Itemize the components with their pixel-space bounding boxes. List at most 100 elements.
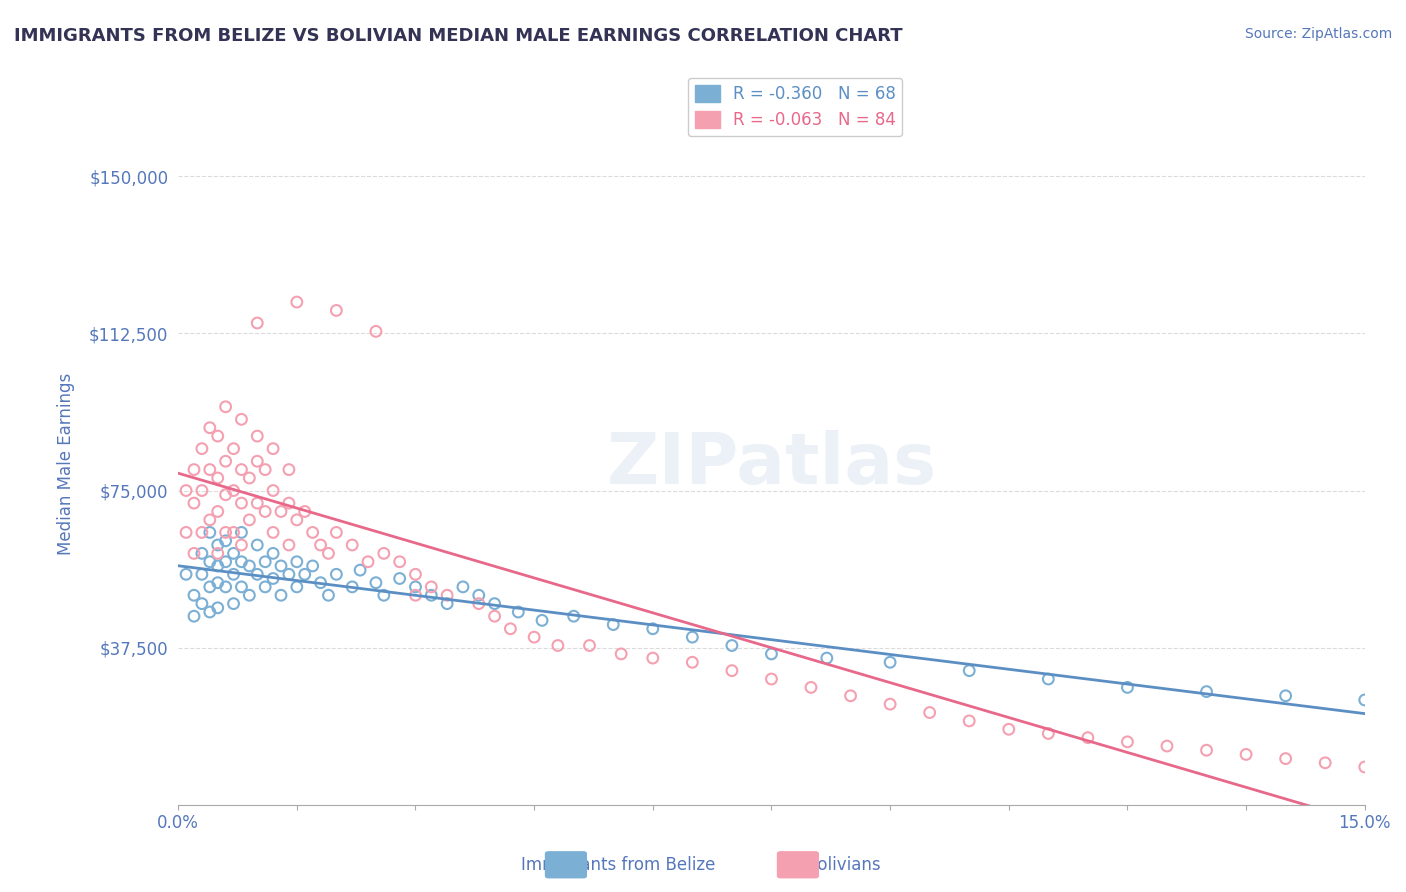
Point — [207, 471, 229, 485]
Point — [191, 442, 214, 456]
Point — [405, 567, 427, 582]
Point — [499, 622, 522, 636]
Legend: R = -0.360   N = 68, R = -0.063   N = 84: R = -0.360 N = 68, R = -0.063 N = 84 — [688, 78, 903, 136]
Point — [191, 597, 214, 611]
Point — [222, 597, 245, 611]
Point — [761, 672, 783, 686]
Point — [207, 558, 229, 573]
Point — [800, 681, 823, 695]
Point — [318, 588, 340, 602]
Point — [262, 525, 284, 540]
Point — [262, 483, 284, 498]
Point — [318, 546, 340, 560]
Point — [364, 325, 387, 339]
Point — [285, 555, 308, 569]
Point — [373, 546, 395, 560]
Text: Bolivians: Bolivians — [806, 856, 882, 874]
Point — [277, 496, 299, 510]
Point — [309, 575, 332, 590]
Point — [523, 630, 546, 644]
Point — [839, 689, 862, 703]
Point — [468, 597, 491, 611]
Point — [222, 483, 245, 498]
Point — [388, 572, 411, 586]
Point — [1354, 760, 1376, 774]
Point — [198, 605, 221, 619]
Point — [761, 647, 783, 661]
Point — [277, 567, 299, 582]
Point — [815, 651, 838, 665]
Point — [254, 504, 277, 518]
Point — [285, 580, 308, 594]
Point — [174, 525, 197, 540]
Point — [214, 555, 236, 569]
Point — [183, 588, 205, 602]
Point — [262, 442, 284, 456]
Point — [174, 567, 197, 582]
Point — [388, 555, 411, 569]
Point — [1274, 751, 1296, 765]
Point — [325, 567, 347, 582]
Point — [207, 575, 229, 590]
Point — [641, 651, 664, 665]
Point — [246, 454, 269, 468]
Point — [681, 630, 703, 644]
Point — [1315, 756, 1337, 770]
Point — [285, 295, 308, 310]
Point — [262, 572, 284, 586]
Point — [547, 639, 569, 653]
Point — [231, 525, 253, 540]
Point — [340, 580, 363, 594]
Point — [198, 421, 221, 435]
Point — [508, 605, 530, 619]
Point — [246, 316, 269, 330]
Point — [231, 555, 253, 569]
Point — [207, 538, 229, 552]
Point — [294, 567, 316, 582]
Point — [340, 538, 363, 552]
Point — [254, 580, 277, 594]
Point — [254, 555, 277, 569]
Point — [270, 558, 292, 573]
Point — [1354, 693, 1376, 707]
Point — [578, 639, 600, 653]
Point — [198, 462, 221, 476]
Text: Immigrants from Belize: Immigrants from Belize — [522, 856, 716, 874]
Point — [183, 462, 205, 476]
Point — [222, 567, 245, 582]
Point — [349, 563, 371, 577]
Point — [270, 588, 292, 602]
Point — [214, 488, 236, 502]
Point — [238, 513, 260, 527]
Point — [191, 546, 214, 560]
Point — [246, 538, 269, 552]
Point — [198, 580, 221, 594]
Point — [214, 533, 236, 548]
Point — [231, 496, 253, 510]
Point — [957, 664, 980, 678]
Point — [325, 525, 347, 540]
Point — [238, 588, 260, 602]
Point — [183, 609, 205, 624]
Point — [436, 597, 458, 611]
Point — [436, 588, 458, 602]
Point — [364, 575, 387, 590]
Point — [183, 496, 205, 510]
Point — [602, 617, 624, 632]
Point — [309, 538, 332, 552]
Point — [420, 580, 443, 594]
Point — [325, 303, 347, 318]
Point — [207, 546, 229, 560]
Point — [174, 483, 197, 498]
Point — [957, 714, 980, 728]
Point — [562, 609, 585, 624]
Point — [191, 483, 214, 498]
Point — [198, 513, 221, 527]
Point — [1195, 743, 1218, 757]
Point — [721, 639, 744, 653]
Point — [879, 697, 901, 711]
Point — [1234, 747, 1257, 762]
Point — [183, 546, 205, 560]
Point — [231, 580, 253, 594]
Point — [1038, 672, 1060, 686]
